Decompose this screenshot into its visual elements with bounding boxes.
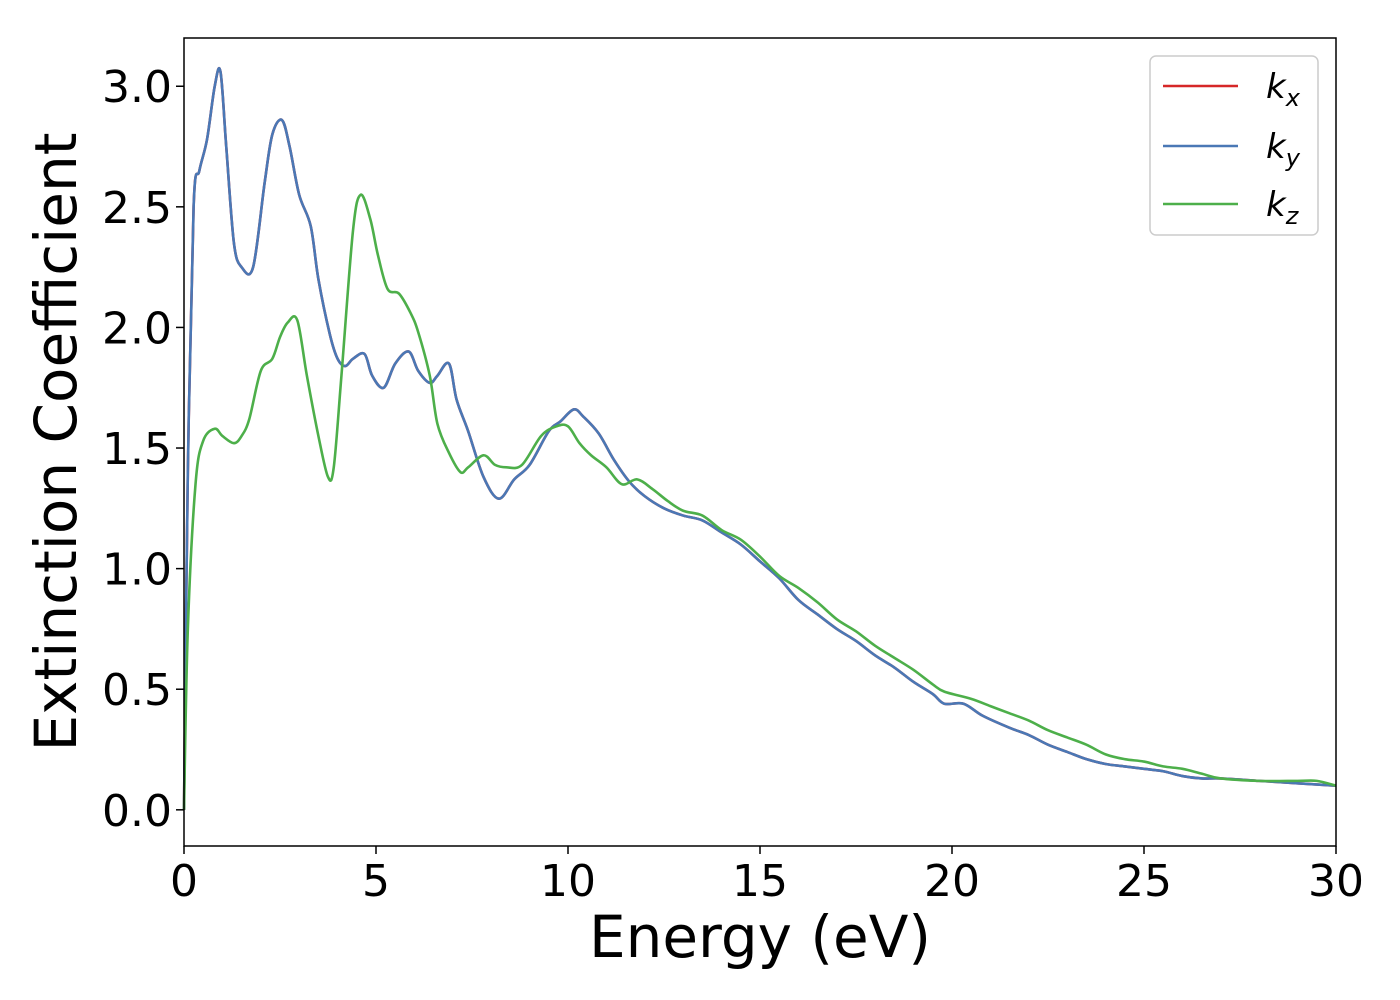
legend-label-z: kz [1266, 185, 1300, 230]
y-tick-label: 1.5 [102, 424, 172, 475]
y-tick-label: 0.5 [102, 665, 172, 716]
x-tick-label: 20 [924, 856, 980, 907]
series-layer [182, 66, 1337, 810]
x-axis-ticks: 0 5 10 15 20 25 30 [170, 846, 1364, 907]
x-tick-label: 25 [1116, 856, 1172, 907]
legend: kx ky kz [1149, 55, 1319, 236]
legend-label-x: kx [1266, 67, 1301, 112]
y-axis-ticks: 0.0 0.5 1.0 1.5 2.0 2.5 3.0 [102, 62, 184, 837]
y-tick-label: 3.0 [102, 62, 172, 113]
x-axis-label: Energy (eV) [589, 903, 931, 971]
x-tick-label: 30 [1308, 856, 1364, 907]
y-axis-label: Extinction Coefficient [22, 133, 90, 752]
y-tick-label: 0.0 [102, 786, 172, 837]
legend-label-y: ky [1266, 127, 1301, 172]
x-tick-label: 0 [170, 856, 198, 907]
series-line-z [182, 193, 1337, 810]
x-tick-label: 10 [540, 856, 596, 907]
x-tick-label: 5 [362, 856, 390, 907]
y-tick-label: 2.0 [102, 303, 172, 354]
y-tick-label: 2.5 [102, 183, 172, 234]
y-tick-label: 1.0 [102, 545, 172, 596]
x-tick-label: 15 [732, 856, 788, 907]
